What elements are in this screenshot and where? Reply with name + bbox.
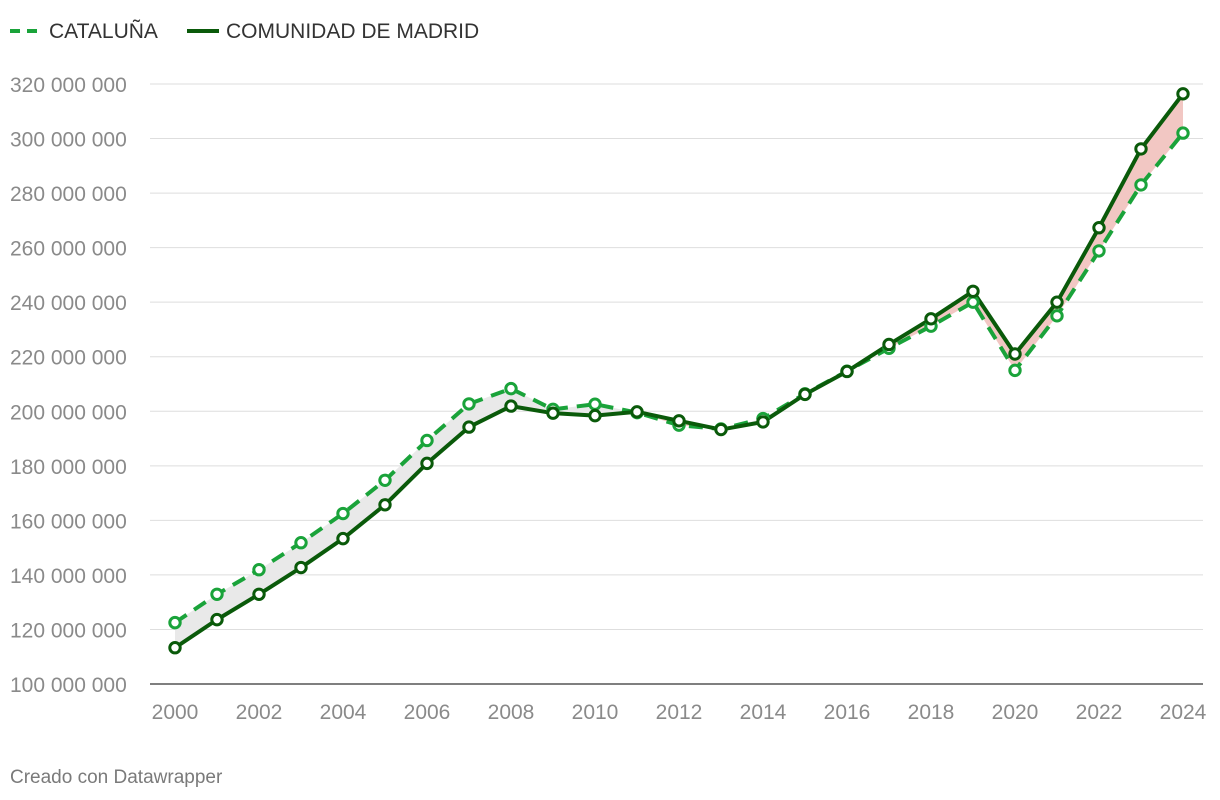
y-tick-label: 260 000 000	[10, 238, 127, 261]
y-tick-label: 160 000 000	[10, 510, 127, 533]
data-point-madrid	[210, 612, 224, 627]
data-point-cataluna	[966, 295, 980, 309]
data-point-cataluna	[420, 433, 434, 448]
x-tick-label: 2014	[740, 701, 787, 724]
data-point-cataluna	[588, 397, 602, 411]
x-tick-label: 2024	[1160, 701, 1207, 724]
x-tick-label: 2022	[1076, 701, 1123, 724]
difference-fill-segment	[175, 594, 217, 648]
difference-fill-segment	[469, 388, 511, 428]
credit-text: Creado con Datawrapper	[10, 767, 223, 788]
x-tick-label: 2002	[236, 701, 283, 724]
legend-label-madrid: COMUNIDAD DE MADRID	[226, 20, 479, 43]
data-point-madrid	[882, 337, 896, 352]
x-tick-label: 2010	[572, 701, 619, 724]
data-point-madrid	[1050, 295, 1064, 309]
difference-fill-segment	[301, 513, 343, 568]
y-tick-label: 100 000 000	[10, 674, 127, 697]
data-point-cataluna	[1050, 309, 1064, 323]
data-point-madrid	[840, 364, 854, 379]
series-points	[168, 87, 1190, 655]
data-point-madrid	[294, 560, 308, 575]
data-point-madrid	[420, 456, 434, 471]
data-point-cataluna	[504, 381, 518, 396]
data-point-madrid	[546, 406, 560, 420]
data-point-cataluna	[1134, 178, 1148, 192]
y-tick-label: 140 000 000	[10, 565, 127, 588]
data-point-madrid	[672, 414, 686, 428]
series-lines	[173, 92, 1185, 650]
y-tick-label: 200 000 000	[10, 401, 127, 424]
difference-fill-segment	[427, 403, 469, 464]
data-point-madrid	[966, 284, 980, 298]
data-point-madrid	[168, 641, 182, 655]
data-point-madrid	[1092, 221, 1106, 235]
x-axis-tick-labels: 2000 2002 2004 2006 2008 2010 2012 2014 2016 2018…	[152, 701, 1207, 724]
y-tick-label: 280 000 000	[10, 183, 127, 206]
legend: CATALUÑA COMUNIDAD DE MADRID	[10, 19, 479, 43]
data-point-madrid	[1176, 87, 1190, 101]
y-tick-label: 180 000 000	[10, 456, 127, 479]
data-point-madrid	[378, 498, 392, 512]
y-axis-tick-labels: 100 000 000 120 000 000 140 000 000 160 000…	[10, 74, 127, 697]
x-tick-label: 2018	[908, 701, 955, 724]
difference-fill-segment	[1015, 302, 1057, 371]
difference-fill	[175, 93, 1183, 648]
data-point-madrid	[462, 420, 476, 434]
difference-fill-segment	[385, 440, 427, 505]
data-point-madrid	[1134, 142, 1148, 156]
data-point-cataluna	[168, 615, 182, 630]
data-point-cataluna	[1176, 126, 1190, 140]
gridlines	[150, 83, 1203, 685]
data-point-madrid	[252, 587, 266, 601]
data-point-madrid	[504, 399, 518, 413]
data-point-cataluna	[336, 506, 350, 521]
data-point-madrid	[924, 312, 938, 326]
difference-fill-segment	[259, 542, 301, 595]
data-point-madrid	[588, 408, 602, 423]
y-tick-label: 220 000 000	[10, 347, 127, 370]
series-line-madrid	[173, 92, 1185, 650]
x-tick-label: 2004	[320, 701, 367, 724]
data-point-madrid	[630, 405, 644, 419]
difference-fill-segment	[343, 480, 385, 539]
data-point-cataluna	[210, 587, 224, 601]
difference-fill-segment	[1099, 148, 1141, 251]
y-tick-label: 120 000 000	[10, 619, 127, 642]
data-point-cataluna	[462, 397, 476, 411]
data-point-madrid	[714, 422, 728, 437]
difference-fill-segment	[1141, 93, 1183, 185]
y-tick-label: 240 000 000	[10, 292, 127, 315]
data-point-madrid	[798, 387, 812, 402]
data-point-madrid	[1008, 347, 1022, 361]
data-point-cataluna	[252, 563, 266, 577]
x-tick-label: 2006	[404, 701, 451, 724]
y-tick-label: 300 000 000	[10, 129, 127, 152]
x-tick-label: 2012	[656, 701, 703, 724]
data-point-cataluna	[1008, 363, 1022, 378]
x-tick-label: 2020	[992, 701, 1039, 724]
data-point-madrid	[756, 415, 770, 429]
x-tick-label: 2016	[824, 701, 871, 724]
data-point-cataluna	[1092, 244, 1106, 258]
data-point-cataluna	[378, 473, 392, 487]
difference-fill-segment	[217, 569, 259, 620]
legend-label-cataluna: CATALUÑA	[49, 19, 158, 43]
x-tick-label: 2008	[488, 701, 535, 724]
y-tick-label: 320 000 000	[10, 74, 127, 97]
data-point-cataluna	[294, 536, 308, 550]
x-tick-label: 2000	[152, 701, 199, 724]
data-point-madrid	[336, 531, 350, 546]
